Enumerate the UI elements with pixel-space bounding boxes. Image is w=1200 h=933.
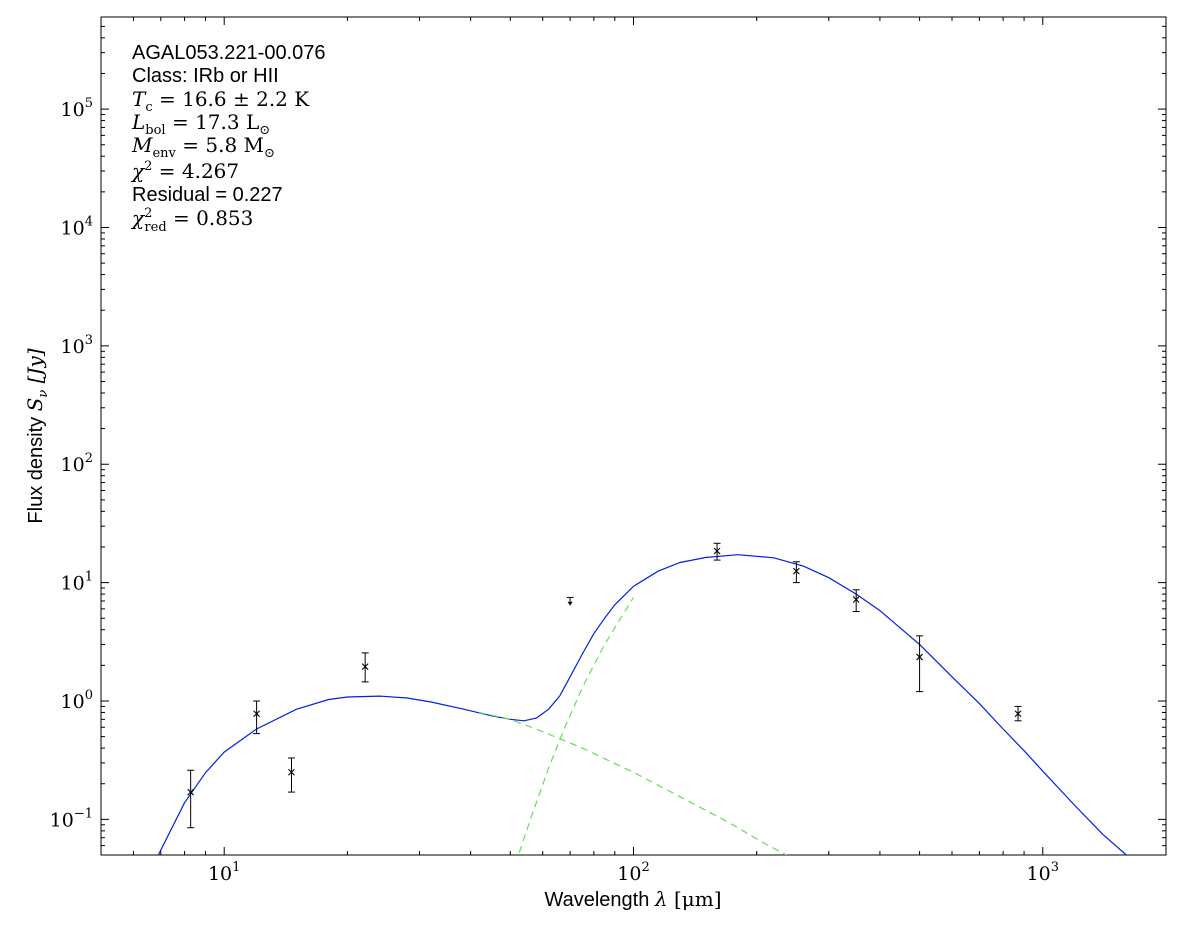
lbol-value: Lbol = 17.3 L⊙ [131,110,270,138]
data-point [916,653,923,661]
upper-limit-arrow [567,601,573,606]
source-name: AGAL053.221-00.076 [132,42,326,64]
residual-value: Residual = 0.227 [132,184,283,206]
y-tick-label: 102 [61,451,93,476]
source-class: Class: IRb or HII [132,65,279,87]
data-point [1014,710,1022,718]
data-point [792,567,800,575]
component-curve-1 [479,711,788,855]
tc-value: Tc = 16.6 ± 2.2 K [132,87,310,115]
x-tick-labels: 101 102 103 [208,860,1059,885]
model-curves [157,554,1128,855]
major-ticks [101,17,1166,855]
y-tick-label: 104 [61,214,93,239]
component-curve-2 [517,597,635,855]
y-tick-labels: 10−1 100 101 102 103 104 105 [50,96,93,831]
x-tick-label: 102 [617,860,649,885]
y-tick-label: 103 [61,333,93,358]
chi2-value: χ2 = 4.267 [130,159,239,183]
data-point [713,547,721,555]
data-point [852,596,860,603]
menv-value: Menv = 5.8 M⊙ [131,133,275,161]
data-point [361,663,369,671]
x-axis-label: Wavelength λ [μm] [544,887,721,911]
x-tick-label: 101 [208,860,240,885]
y-tick-label: 10−1 [50,806,93,831]
y-tick-label: 105 [61,96,93,121]
y-tick-label: 100 [61,688,93,713]
y-tick-label: 101 [61,570,93,595]
x-tick-label: 103 [1027,860,1059,885]
y-axis-label: Flux density Sν [Jy] [23,348,51,523]
data-point [288,768,295,776]
total-model-curve [157,554,1128,855]
data-points [187,542,1022,829]
data-point [253,710,261,718]
minor-ticks [101,17,1166,855]
chi2-red-value: χ2 red = 0.853 [130,206,253,235]
data-point [187,788,195,796]
plot-area [100,16,1167,856]
fit-annotation: AGAL053.221-00.076 Class: IRb or HII Tc … [130,42,326,235]
